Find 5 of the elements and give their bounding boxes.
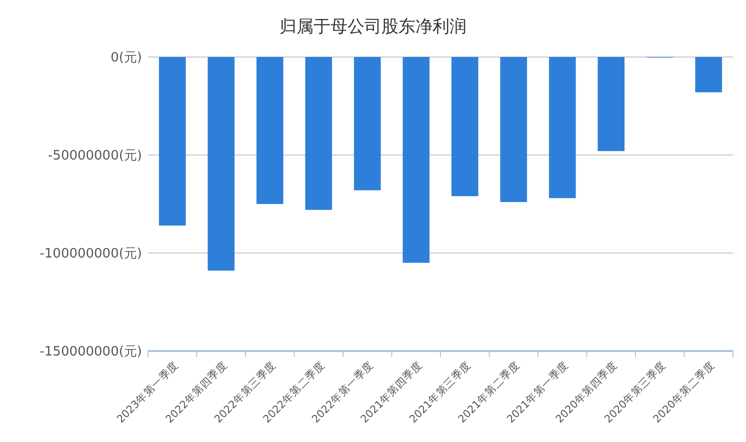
y-tick-label: 0(元) bbox=[110, 50, 142, 66]
y-tick-label: -50000000(元) bbox=[48, 148, 142, 164]
chart-title: 归属于母公司股东净利润 bbox=[280, 17, 466, 37]
y-tick-label: -150000000(元) bbox=[40, 344, 142, 360]
y-tick-label: -100000000(元) bbox=[40, 246, 142, 262]
